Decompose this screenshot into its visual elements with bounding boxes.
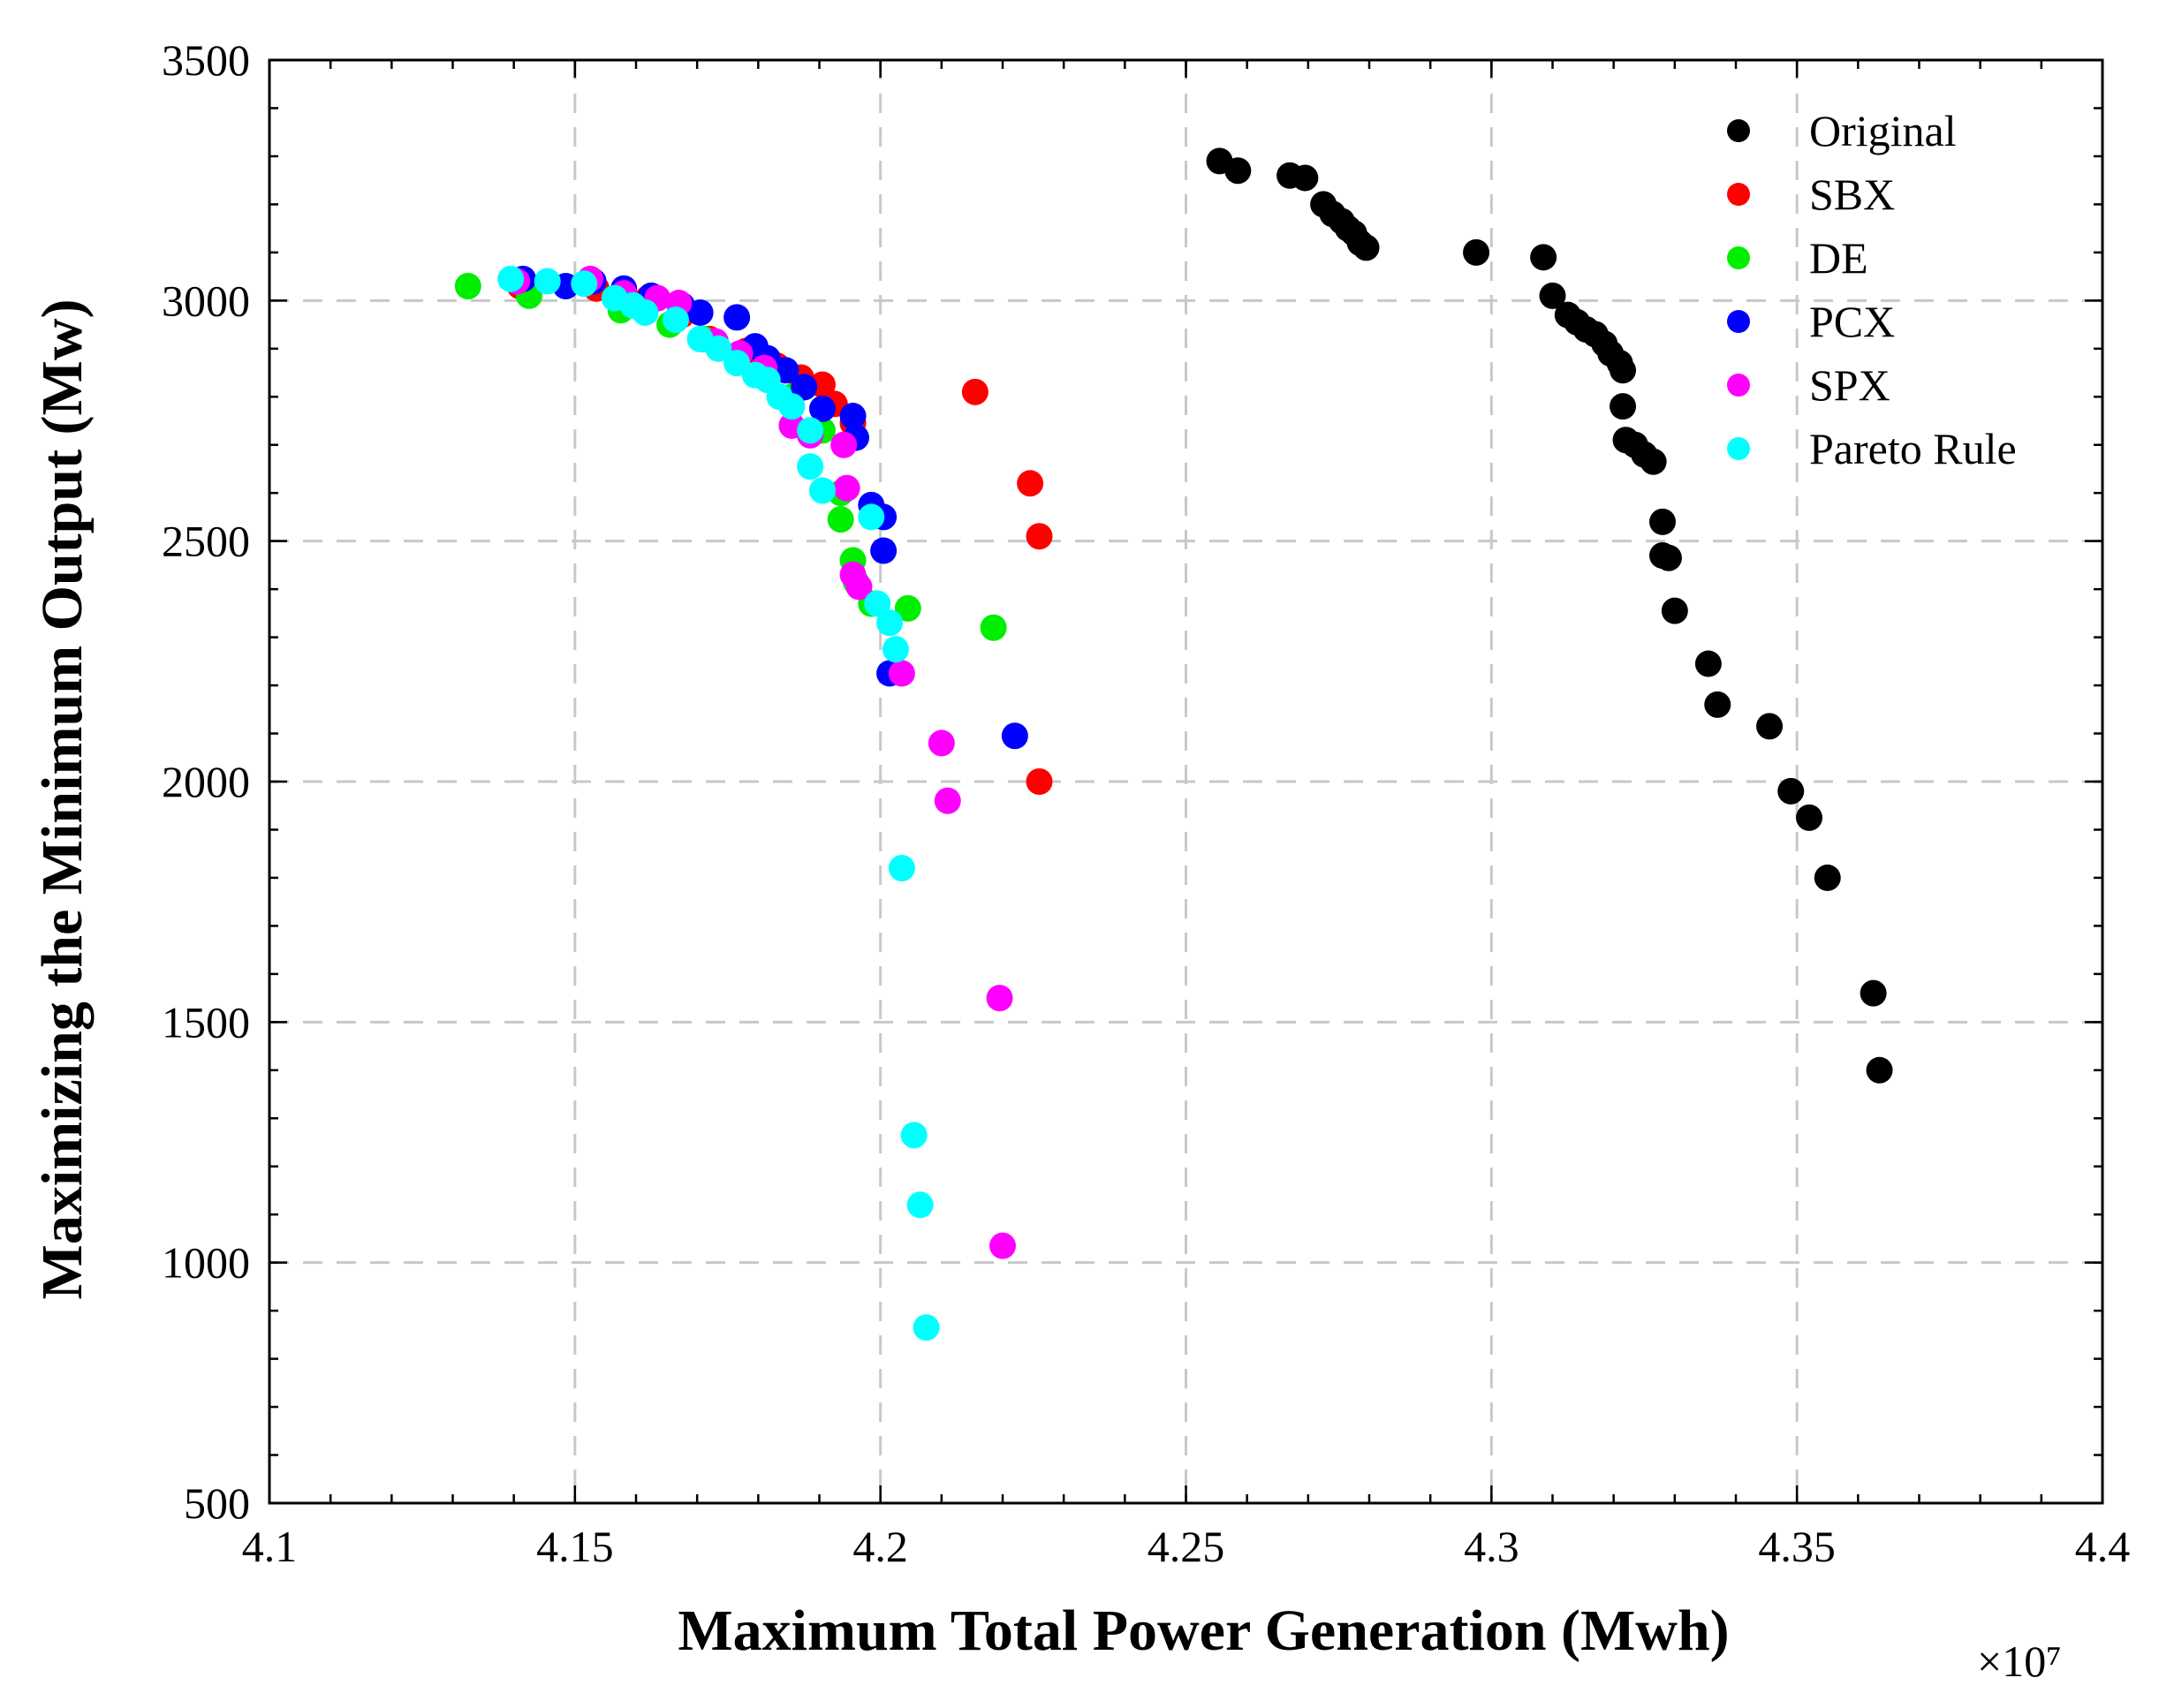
data-point — [888, 855, 915, 882]
legend-label: SPX — [1809, 360, 1890, 410]
x-tick-label: 4.25 — [1148, 1522, 1225, 1571]
legend-label: PCX — [1809, 297, 1895, 346]
tick-labels: 4.1 4.15 4.2 4.25 4.3 4.35 4.4 500 1000 1500 2000 2… — [162, 35, 2130, 1571]
data-point — [1756, 713, 1784, 740]
data-point — [705, 335, 732, 362]
y-tick-label: 1000 — [162, 1238, 250, 1288]
data-point — [934, 787, 961, 814]
x-tick-label: 4.2 — [852, 1522, 908, 1571]
legend-marker — [1727, 374, 1750, 397]
data-point — [1796, 804, 1822, 831]
data-point — [870, 537, 898, 564]
data-point — [1539, 282, 1566, 309]
data-point — [571, 270, 598, 298]
data-point — [1001, 722, 1028, 750]
series-pareto-rule — [497, 265, 940, 1341]
x-axis-label: Maximum Total Power Generation (Mwh) — [678, 1598, 1729, 1663]
data-point — [913, 1314, 940, 1341]
data-point — [900, 1122, 928, 1149]
data-point — [1814, 864, 1841, 891]
y-tick-label: 3000 — [162, 276, 250, 325]
data-point — [1530, 244, 1557, 271]
data-point — [1777, 777, 1805, 805]
legend: Original SBX DE PCX SPX Pareto Rule — [1727, 106, 2017, 473]
data-point — [876, 609, 904, 637]
legend-label: SBX — [1809, 170, 1895, 219]
plot-frame — [268, 58, 2104, 1505]
data-point — [1352, 234, 1380, 261]
data-point — [686, 299, 714, 326]
data-point — [845, 573, 873, 601]
data-point — [833, 474, 860, 502]
data-point — [808, 395, 836, 422]
legend-label: Pareto Rule — [1809, 424, 2017, 473]
data-point — [1224, 157, 1252, 185]
x-tick-label: 4.1 — [242, 1522, 298, 1571]
data-point — [797, 453, 824, 480]
data-point — [797, 417, 824, 444]
series-original — [1206, 147, 1893, 1084]
data-point — [961, 378, 989, 405]
data-point — [1655, 544, 1682, 571]
legend-marker — [1727, 183, 1750, 206]
data-point — [830, 431, 858, 458]
data-point — [497, 265, 525, 292]
data-point — [1866, 1056, 1893, 1084]
data-point — [989, 1232, 1016, 1259]
data-points — [454, 147, 1893, 1341]
data-point — [454, 272, 481, 299]
x-tick-label: 4.3 — [1464, 1522, 1519, 1571]
data-point — [1017, 470, 1044, 497]
data-point — [1463, 238, 1490, 266]
y-tick-label: 2000 — [162, 757, 250, 806]
legend-marker — [1727, 437, 1750, 460]
y-tick-label: 2500 — [162, 517, 250, 566]
data-point — [534, 268, 561, 295]
data-point — [1661, 597, 1688, 624]
data-point — [980, 614, 1007, 641]
data-point — [1704, 691, 1731, 718]
x-tick-label: 4.35 — [1758, 1522, 1836, 1571]
data-point — [839, 403, 867, 430]
data-point — [778, 393, 806, 420]
data-point — [1292, 164, 1319, 192]
x-tick-label: 4.15 — [536, 1522, 614, 1571]
data-point — [1649, 508, 1676, 535]
data-point — [928, 729, 955, 757]
legend-marker — [1727, 310, 1750, 333]
data-point — [1610, 393, 1637, 420]
y-tick-label: 1500 — [162, 997, 250, 1047]
y-tick-label: 3500 — [162, 35, 250, 85]
data-point — [1694, 650, 1722, 677]
y-axis-label: Maximizing the Minimum Output (Mw) — [30, 299, 95, 1300]
legend-label: DE — [1809, 233, 1868, 283]
legend-marker — [1727, 119, 1750, 142]
data-point — [906, 1191, 934, 1219]
data-point — [1026, 523, 1053, 550]
x-axis-multiplier: ×10⁷ — [1977, 1636, 2062, 1686]
data-point — [858, 503, 885, 531]
data-point — [723, 304, 751, 331]
y-tick-label: 500 — [184, 1478, 250, 1528]
data-point — [1610, 357, 1637, 384]
data-point — [864, 590, 891, 617]
legend-label: Original — [1809, 106, 1957, 155]
data-point — [882, 636, 909, 663]
data-point — [808, 477, 836, 504]
data-point — [888, 660, 915, 687]
data-point — [986, 985, 1013, 1012]
data-point — [1640, 448, 1667, 475]
legend-marker — [1727, 246, 1750, 269]
data-point — [791, 374, 818, 401]
data-point — [632, 299, 659, 326]
data-point — [1860, 979, 1887, 1007]
data-point — [662, 306, 689, 334]
x-tick-label: 4.4 — [2075, 1522, 2131, 1571]
data-point — [1026, 768, 1053, 795]
data-point — [827, 506, 854, 533]
data-point — [894, 594, 921, 622]
